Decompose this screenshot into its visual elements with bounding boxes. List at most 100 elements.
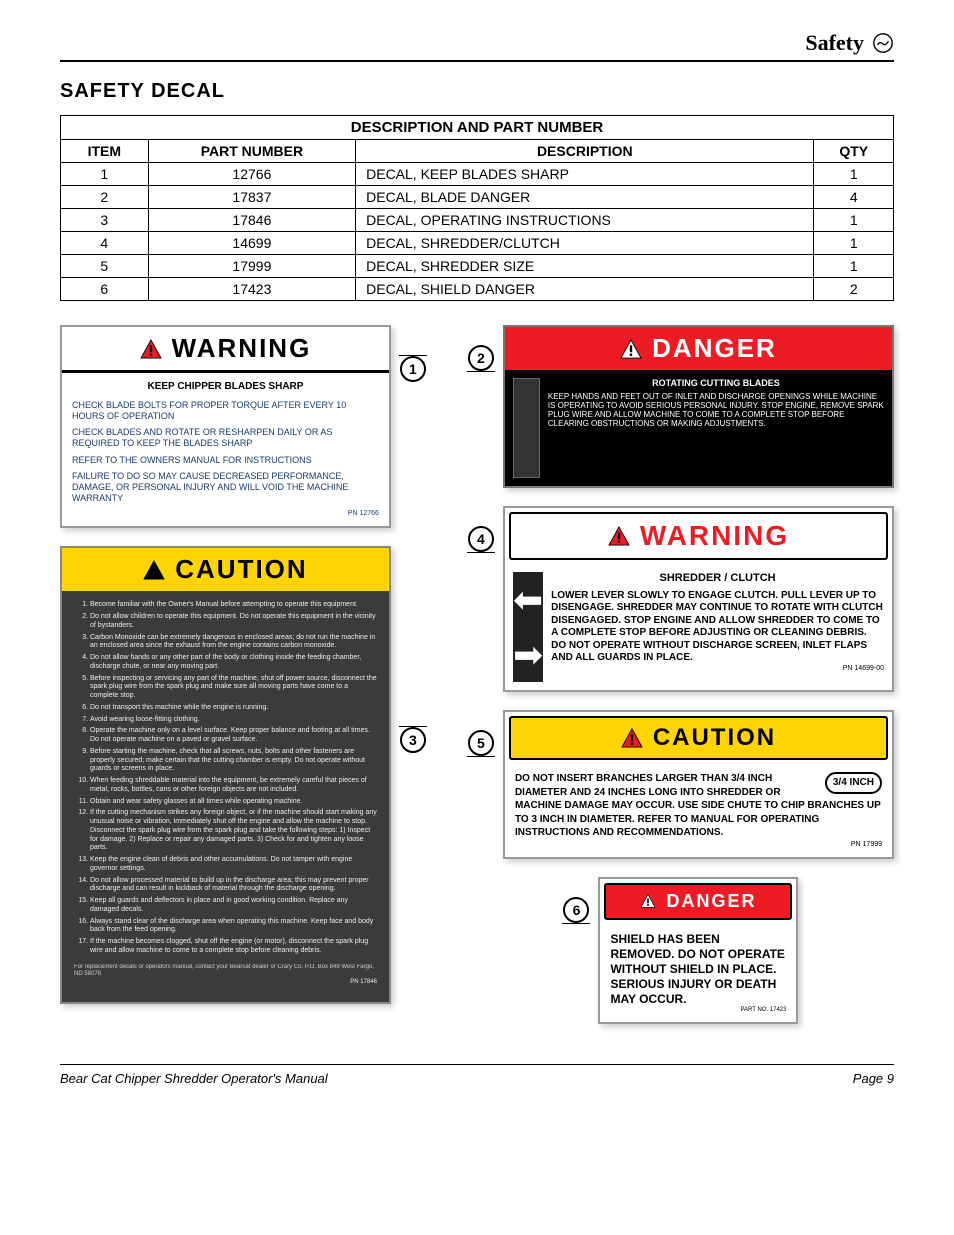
table-cell: 1	[61, 163, 149, 186]
decal-5-pn: PN 17999	[515, 840, 882, 849]
decal-3-title-bar: CAUTION	[62, 548, 389, 591]
list-item: When feeding shreddable material into th…	[90, 777, 377, 795]
header-title: Safety	[805, 30, 864, 56]
table-row: 617423DECAL, SHIELD DANGER2	[61, 278, 894, 301]
decal-1-title-bar: WARNING	[62, 327, 389, 373]
decal-2-text: ROTATING CUTTING BLADES KEEP HANDS AND F…	[548, 378, 884, 478]
decal-2-body: ROTATING CUTTING BLADES KEEP HANDS AND F…	[505, 370, 892, 486]
col-desc: DESCRIPTION	[356, 140, 814, 163]
decal-5-card: CAUTION 3/4 INCH DO NOT INSERT BRANCHES …	[503, 710, 894, 859]
callout-2-wrap: 2	[467, 325, 495, 372]
decal-4-title-bar: WARNING	[509, 512, 888, 560]
caution-triangle-icon	[143, 560, 165, 580]
safety-icon	[872, 32, 894, 54]
table-cell: 5	[61, 255, 149, 278]
table-row: 112766DECAL, KEEP BLADES SHARP1	[61, 163, 894, 186]
caution-triangle-icon	[621, 728, 643, 748]
decal-1-subhead: KEEP CHIPPER BLADES SHARP	[72, 381, 379, 394]
table-cell: 14699	[148, 232, 355, 255]
list-item: Carbon Monoxide can be extremely dangero…	[90, 634, 377, 652]
table-cell: 6	[61, 278, 149, 301]
table-cell: DECAL, BLADE DANGER	[356, 186, 814, 209]
decal-6-pn: PART NO. 17423	[610, 1007, 786, 1015]
decal-4-group: 4 WARNING ⬅ ➡ SHREDDER / CLUTCH LOWER LE…	[467, 506, 894, 692]
decal-1-pn: PN 12766	[72, 510, 379, 519]
decal-5-title-bar: CAUTION	[509, 716, 888, 760]
callout-3-wrap: 3	[399, 546, 427, 753]
decal-4-subhead: SHREDDER / CLUTCH	[551, 572, 884, 586]
col-partno: PART NUMBER	[148, 140, 355, 163]
table-row: 517999DECAL, SHREDDER SIZE1	[61, 255, 894, 278]
decal-3-body: Become familiar with the Owner's Manual …	[62, 591, 389, 1002]
list-item: Obtain and wear safety glasses at all ti…	[90, 798, 377, 807]
decal-1-card: WARNING KEEP CHIPPER BLADES SHARP CHECK …	[60, 325, 391, 528]
decal-4-pn: PN 14699-00	[551, 665, 884, 674]
list-item: If the machine becomes clogged, shut off…	[90, 938, 377, 956]
table-cell: 2	[61, 186, 149, 209]
table-cell: DECAL, SHIELD DANGER	[356, 278, 814, 301]
footer-right: Page 9	[853, 1071, 894, 1086]
decal-1-title: WARNING	[172, 333, 312, 364]
decal-2-title-bar: DANGER	[505, 327, 892, 370]
list-item: Avoid wearing loose-fitting clothing.	[90, 716, 377, 725]
decal-4-card: WARNING ⬅ ➡ SHREDDER / CLUTCH LOWER LEVE…	[503, 506, 894, 692]
callout-5-wrap: 5	[467, 710, 495, 757]
table-cell: 1	[814, 255, 894, 278]
table-cell: 1	[814, 209, 894, 232]
callout-1: 1	[400, 356, 426, 382]
list-item: Become familiar with the Owner's Manual …	[90, 601, 377, 610]
table-cell: 17423	[148, 278, 355, 301]
decal-6-group: 6 DANGER SHIELD HAS BEEN REMOVED. DO NOT…	[467, 877, 894, 1025]
decal-1-body: KEEP CHIPPER BLADES SHARP CHECK BLADE BO…	[62, 373, 389, 526]
callout-6-wrap: 6	[562, 877, 590, 924]
table-header-row: ITEM PART NUMBER DESCRIPTION QTY	[61, 140, 894, 163]
callout-6: 6	[563, 897, 589, 923]
page-footer: Bear Cat Chipper Shredder Operator's Man…	[60, 1064, 894, 1086]
warning-triangle-icon	[140, 339, 162, 359]
table-cell: DECAL, SHREDDER/CLUTCH	[356, 232, 814, 255]
decal-3-foot: For replacement decals or operators manu…	[74, 964, 377, 979]
left-column: WARNING KEEP CHIPPER BLADES SHARP CHECK …	[60, 325, 427, 1024]
callout-2: 2	[468, 345, 494, 371]
decal-2-card: DANGER ROTATING CUTTING BLADES KEEP HAND…	[503, 325, 894, 488]
decal-1-p4: FAILURE TO DO SO MAY CAUSE DECREASED PER…	[72, 471, 379, 505]
decal-5-title: CAUTION	[653, 724, 776, 752]
warning-triangle-icon	[608, 526, 630, 546]
decal-table: DESCRIPTION AND PART NUMBER ITEM PART NU…	[60, 115, 894, 301]
decal-2-bodytext: KEEP HANDS AND FEET OUT OF INLET AND DIS…	[548, 392, 884, 428]
table-row: 217837DECAL, BLADE DANGER4	[61, 186, 894, 209]
table-cell: 17846	[148, 209, 355, 232]
decal-1-p3: REFER TO THE OWNERS MANUAL FOR INSTRUCTI…	[72, 455, 379, 466]
list-item: Do not allow hands or any other part of …	[90, 654, 377, 672]
table-cell: 17999	[148, 255, 355, 278]
decal-2-image	[513, 378, 540, 478]
decal-5-group: 5 CAUTION 3/4 INCH DO NOT INSERT BRANCHE…	[467, 710, 894, 859]
danger-triangle-icon	[620, 339, 642, 359]
inch-badge: 3/4 INCH	[825, 772, 882, 794]
decal-images: WARNING KEEP CHIPPER BLADES SHARP CHECK …	[60, 325, 894, 1024]
table-cell: 4	[61, 232, 149, 255]
col-item: ITEM	[61, 140, 149, 163]
decal-3-title: CAUTION	[175, 554, 307, 585]
section-title: SAFETY DECAL	[60, 80, 894, 103]
list-item: Do not transport this machine while the …	[90, 704, 377, 713]
table-row: 317846DECAL, OPERATING INSTRUCTIONS1	[61, 209, 894, 232]
decal-5-body: 3/4 INCH DO NOT INSERT BRANCHES LARGER T…	[505, 764, 892, 857]
header-rule	[60, 60, 894, 62]
list-item: Before inspecting or servicing any part …	[90, 675, 377, 701]
callout-4: 4	[468, 526, 494, 552]
decal-4-text: SHREDDER / CLUTCH LOWER LEVER SLOWLY TO …	[551, 572, 884, 682]
callout-3: 3	[400, 727, 426, 753]
decal-3-group: CAUTION Become familiar with the Owner's…	[60, 546, 427, 1004]
table-caption: DESCRIPTION AND PART NUMBER	[61, 116, 894, 140]
list-item: Operate the machine only on a level surf…	[90, 727, 377, 745]
decal-2-subhead: ROTATING CUTTING BLADES	[548, 378, 884, 388]
list-item: Before starting the machine, check that …	[90, 748, 377, 774]
table-cell: DECAL, OPERATING INSTRUCTIONS	[356, 209, 814, 232]
decal-6-body: SHIELD HAS BEEN REMOVED. DO NOT OPERATE …	[600, 924, 796, 1023]
list-item: Keep the engine clean of debris and othe…	[90, 856, 377, 874]
page-header: Safety	[60, 30, 894, 56]
decal-4-title: WARNING	[640, 520, 789, 552]
decal-3-list: Become familiar with the Owner's Manual …	[74, 601, 377, 955]
leader-line	[467, 371, 495, 372]
